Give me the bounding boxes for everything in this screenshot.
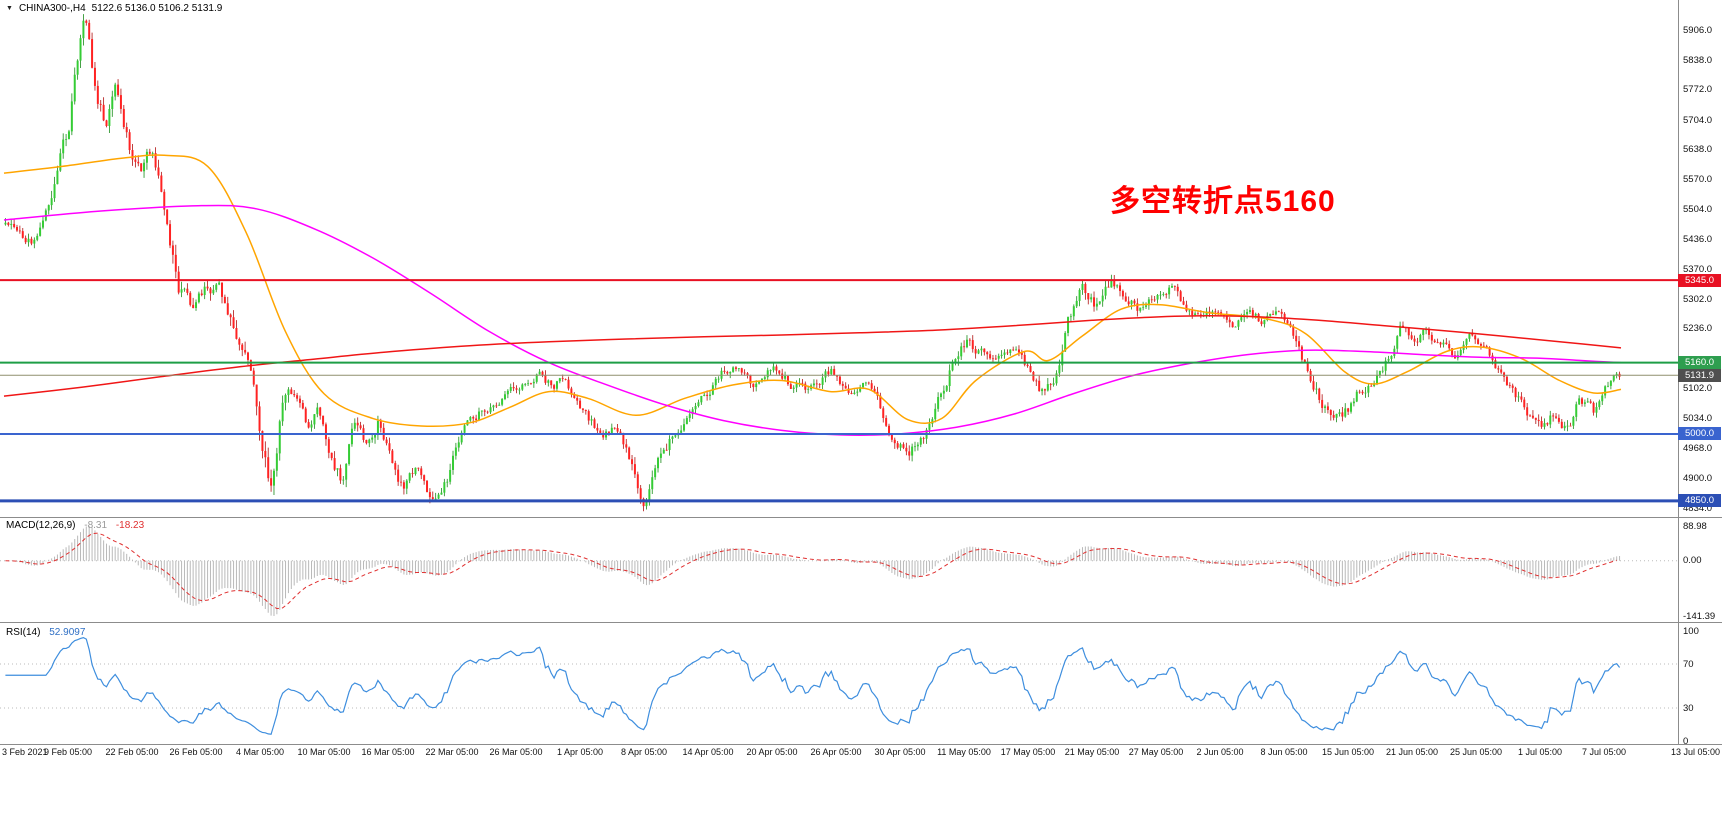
macd-axis-tick: 88.98 <box>1683 520 1707 532</box>
macd-axis-tick: -141.39 <box>1683 610 1716 622</box>
date-label: 11 May 05:00 <box>937 747 991 757</box>
rsi-axis-tick: 30 <box>1683 702 1694 714</box>
price-axis-tick: 5370.0 <box>1683 263 1713 275</box>
date-label: 1 Jul 05:00 <box>1517 747 1563 757</box>
date-label: 25 Jun 05:00 <box>1449 747 1503 757</box>
price-axis-tick: 4834.0 <box>1683 502 1713 514</box>
price-axis-tick: 4900.0 <box>1683 473 1713 485</box>
date-label: 30 Apr 05:00 <box>874 747 926 757</box>
date-label: 2 Jun 05:00 <box>1196 747 1244 757</box>
rsi-name: RSI(14) <box>6 627 41 638</box>
rsi-line <box>5 636 1621 735</box>
down-candle-wicks <box>7 19 1620 512</box>
date-label: 26 Feb 05:00 <box>169 747 223 757</box>
date-label: 10 Mar 05:00 <box>297 747 351 757</box>
price-badge-5345.0: 5345.0 <box>1678 273 1721 287</box>
rsi-value: 52.9097 <box>49 627 86 638</box>
macd-axis-tick: 0.00 <box>1683 555 1702 567</box>
ma-slow-red <box>3 315 1622 397</box>
date-label: 26 Mar 05:00 <box>489 747 543 757</box>
price-axis-tick: 5034.0 <box>1683 413 1713 425</box>
price-axis-tick: 4968.0 <box>1683 442 1713 454</box>
date-label: 21 May 05:00 <box>1064 747 1120 757</box>
price-axis-tick: 5906.0 <box>1683 24 1713 36</box>
macd-panel <box>0 526 1678 617</box>
rsi-axis-tick: 0 <box>1683 735 1689 747</box>
ohlc-readout: 5122.6 5136.0 5106.2 5131.9 <box>91 3 223 14</box>
rsi-panel <box>0 636 1678 735</box>
price-axis-tick: 5102.0 <box>1683 383 1713 394</box>
date-label: 26 Apr 05:00 <box>810 747 862 757</box>
date-label: 4 Mar 05:00 <box>235 747 285 757</box>
chart-menu-icon[interactable]: ▼ <box>6 5 13 12</box>
date-label: 21 Jun 05:00 <box>1385 747 1439 757</box>
price-axis-tick: 5638.0 <box>1683 144 1713 155</box>
price-axis-tick: 5838.0 <box>1683 54 1713 66</box>
price-badge-5000.0: 5000.0 <box>1678 427 1721 441</box>
up-candle-wicks <box>5 14 1618 510</box>
date-label: 7 Jul 05:00 <box>1581 747 1627 757</box>
price-axis-tick: 5436.0 <box>1683 234 1713 246</box>
price-axis-tick: 5504.0 <box>1683 203 1713 215</box>
price-axis-tick: 5772.0 <box>1683 84 1713 96</box>
date-label: 8 Apr 05:00 <box>620 747 668 757</box>
rsi-indicator-label: RSI(14) 52.9097 <box>6 627 91 638</box>
macd-indicator-label: MACD(12,26,9) -8.31 -18.23 <box>6 520 150 531</box>
date-label: 9 Feb 05:00 <box>43 747 93 757</box>
price-badge-4850.0: 4850.0 <box>1678 494 1721 508</box>
date-label: 20 Apr 05:00 <box>746 747 798 757</box>
price-axis-tick: 5570.0 <box>1683 174 1713 186</box>
date-label: 22 Mar 05:00 <box>425 747 479 757</box>
date-label: 3 Feb 2021 <box>2 747 48 757</box>
ma-fast-orange <box>3 154 1622 427</box>
price-axis-tick: 5704.0 <box>1683 114 1713 126</box>
macd-histogram <box>7 526 1621 617</box>
price-badge-5131.9: 5131.9 <box>1678 368 1721 382</box>
price-axis-tick: 5236.0 <box>1683 323 1713 335</box>
date-label: 1 Apr 05:00 <box>556 747 604 757</box>
macd-signal-line <box>5 532 1617 610</box>
price-badge-5160.0: 5160.0 <box>1678 356 1721 370</box>
symbol-period-label: CHINA300-,H4 <box>18 3 86 14</box>
date-label: 8 Jun 05:00 <box>1260 747 1308 757</box>
price-axis-tick: 5302.0 <box>1683 293 1713 305</box>
date-label: 16 Mar 05:00 <box>361 747 415 757</box>
price-panel <box>0 14 1678 512</box>
rsi-axis-tick: 70 <box>1683 658 1694 670</box>
date-label: 15 Jun 05:00 <box>1321 747 1375 757</box>
macd-signal-value: -18.23 <box>115 520 145 531</box>
chart-header: ▼ CHINA300-,H4 5122.6 5136.0 5106.2 5131… <box>6 3 222 14</box>
macd-name: MACD(12,26,9) <box>6 520 76 531</box>
date-label: 22 Feb 05:00 <box>105 747 159 757</box>
date-label: 13 Jul 05:00 <box>1670 747 1720 757</box>
macd-main-value: -8.31 <box>84 520 108 531</box>
date-label: 14 Apr 05:00 <box>682 747 734 757</box>
date-label: 27 May 05:00 <box>1128 747 1184 757</box>
date-label: 17 May 05:00 <box>1000 747 1056 757</box>
rsi-axis-tick: 100 <box>1683 625 1699 637</box>
ma-mid-magenta <box>3 204 1622 436</box>
annotation-text[interactable]: 多空转折点5160 <box>1110 185 1336 218</box>
